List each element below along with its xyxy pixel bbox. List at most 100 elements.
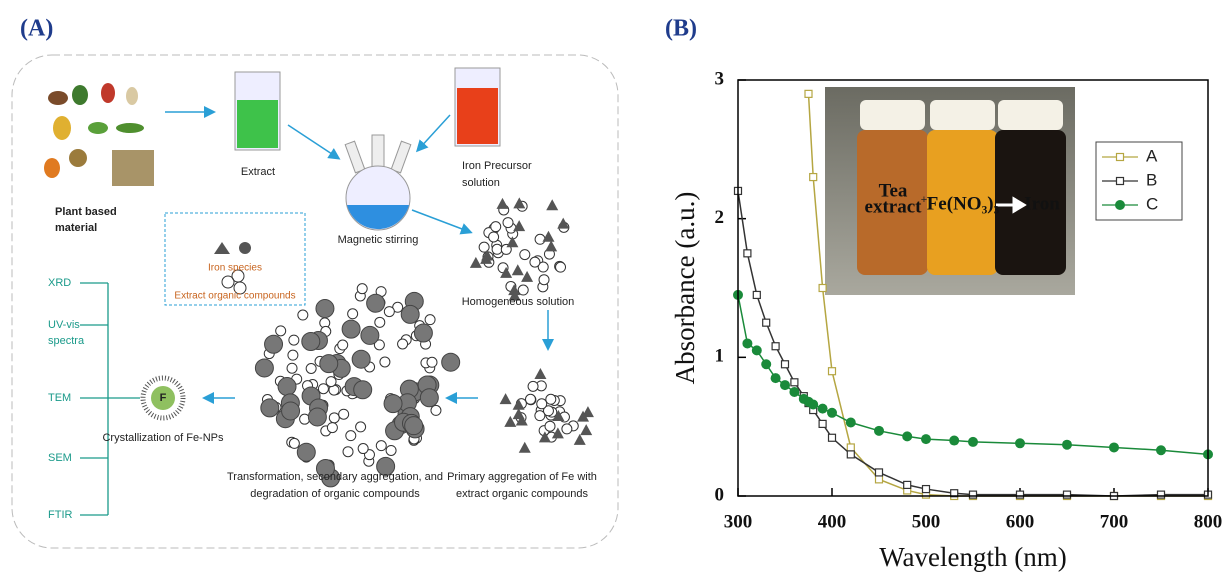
species (384, 395, 402, 413)
legend-marker (1117, 178, 1124, 185)
crystallization-label: Crystallization of Fe-NPs (102, 432, 224, 444)
arrow (412, 210, 470, 232)
species (546, 199, 558, 210)
plant-label: material (55, 222, 97, 234)
point (763, 319, 770, 326)
species (302, 332, 320, 350)
inset-label: Fe(NO₃)₃ (927, 193, 1000, 214)
species (442, 353, 460, 371)
point (876, 469, 883, 476)
species (308, 408, 326, 426)
panel-label: (A) (20, 16, 53, 42)
legend-marker (1115, 200, 1125, 210)
organic (525, 394, 535, 404)
species-icon (239, 242, 251, 254)
point (819, 420, 826, 427)
species (557, 218, 569, 229)
point (805, 90, 812, 97)
point (847, 444, 854, 451)
bracket (80, 283, 140, 515)
point (742, 338, 752, 348)
organic (431, 405, 441, 415)
species (354, 381, 372, 399)
organic (287, 363, 297, 373)
figure: (A) (B) 3004005006007008000123Wavelength… (0, 0, 1226, 572)
organic (306, 363, 316, 373)
organic (562, 424, 572, 434)
point (772, 343, 779, 350)
y-tick-label: 1 (715, 346, 725, 367)
point (818, 404, 828, 414)
species (367, 294, 385, 312)
point (791, 379, 798, 386)
species (414, 324, 432, 342)
organic (289, 438, 299, 448)
species (297, 443, 315, 461)
particle-letter: F (160, 392, 167, 404)
organic (327, 423, 337, 433)
organic (346, 431, 356, 441)
x-tick-label: 300 (724, 511, 753, 532)
organic (326, 377, 336, 387)
inset-label: extract (865, 196, 923, 217)
point (782, 361, 789, 368)
point (789, 387, 799, 397)
point (1109, 442, 1119, 452)
organic (489, 232, 499, 242)
organic (288, 350, 298, 360)
primary-label: Primary aggregation of Fe with (447, 471, 597, 483)
x-tick-label: 800 (1194, 511, 1223, 532)
organic (546, 394, 556, 404)
species (496, 198, 508, 209)
x-tick-label: 500 (912, 511, 941, 532)
organic-label: Extract organic compounds (174, 291, 295, 302)
organic (343, 447, 353, 457)
organic (289, 335, 299, 345)
precursor-label: Iron Precursor (462, 160, 532, 172)
species (500, 393, 512, 404)
organic (375, 317, 385, 327)
legend-label: C (1146, 194, 1158, 213)
point (771, 373, 781, 383)
point (810, 174, 817, 181)
organic (535, 411, 545, 421)
organic (338, 340, 348, 350)
organic (427, 357, 437, 367)
vial-cap (930, 100, 995, 130)
y-tick-label: 2 (715, 207, 725, 228)
organic (518, 285, 528, 295)
clusters (255, 197, 594, 486)
species (470, 257, 482, 268)
species (282, 402, 300, 420)
point (829, 434, 836, 441)
organic (356, 422, 366, 432)
point (744, 250, 751, 257)
legend-label: A (1146, 146, 1158, 165)
point (753, 291, 760, 298)
organic (339, 409, 349, 419)
organic (535, 234, 545, 244)
species (316, 300, 334, 318)
species (401, 305, 419, 323)
point (808, 399, 818, 409)
species (512, 264, 524, 275)
species (534, 368, 546, 379)
organic (298, 310, 308, 320)
organic (384, 307, 394, 317)
species (265, 335, 283, 353)
organic (380, 357, 390, 367)
point (1015, 438, 1025, 448)
point (970, 491, 977, 498)
species (506, 236, 518, 247)
organic (492, 244, 502, 254)
organic (348, 309, 358, 319)
species (545, 240, 557, 251)
organic (276, 326, 286, 336)
organic (520, 250, 530, 260)
organic (556, 262, 566, 272)
species (320, 355, 338, 373)
point (752, 345, 762, 355)
point (949, 436, 959, 446)
precursor-label: solution (462, 177, 500, 189)
